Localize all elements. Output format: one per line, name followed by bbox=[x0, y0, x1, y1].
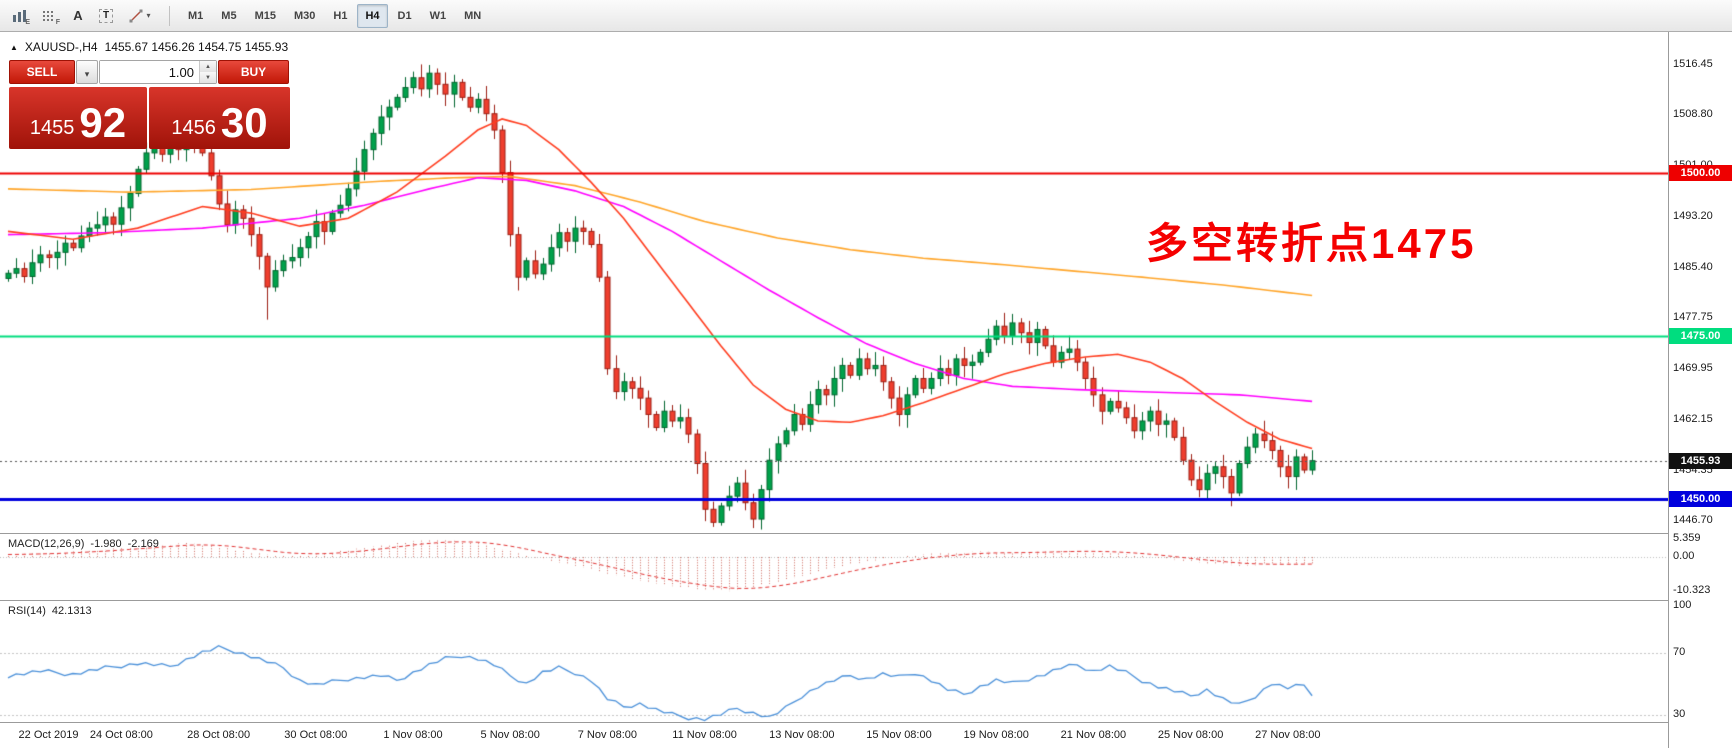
icon-subscript: E bbox=[25, 18, 30, 26]
time-axis-label: 21 Nov 08:00 bbox=[1060, 729, 1127, 741]
time-axis-label: 24 Oct 08:00 bbox=[89, 729, 153, 741]
timeframe-button[interactable]: M5 bbox=[213, 4, 244, 28]
toolbar-separator bbox=[169, 5, 170, 26]
price-axis-label: 1477.75 bbox=[1673, 311, 1713, 324]
timeframe-button[interactable]: M15 bbox=[247, 4, 284, 28]
time-axis-label: 1 Nov 08:00 bbox=[383, 729, 443, 741]
icon-subscript: F bbox=[55, 18, 60, 26]
time-axis-label: 30 Oct 08:00 bbox=[284, 729, 348, 741]
rsi-axis-label: 70 bbox=[1673, 645, 1686, 658]
text-tool-button[interactable]: T bbox=[93, 4, 119, 28]
buy-button[interactable]: BUY bbox=[218, 60, 289, 84]
timeframe-button[interactable]: MN bbox=[456, 4, 489, 28]
one-click-trading-panel: SELL ▾ ▲ ▼ BUY 1455 92 1456 30 bbox=[9, 60, 290, 149]
current-price-badge: 1455.93 bbox=[1669, 452, 1732, 469]
volume-input[interactable] bbox=[100, 61, 199, 83]
toolbar: E F A T ▾ M1 M5 M15 M30 H1 H4 D1 W1 bbox=[0, 0, 1732, 32]
drawing-tools-icon bbox=[129, 9, 143, 22]
price-axis-label: 1516.45 bbox=[1673, 58, 1713, 70]
rsi-indicator-label: RSI(14) 42.1313 bbox=[8, 605, 92, 617]
chevron-down-icon: ▾ bbox=[84, 68, 90, 79]
time-axis[interactable]: 22 Oct 2019 24 Oct 08:00 28 Oct 08:00 30 Oc… bbox=[0, 723, 1668, 748]
macd-panel-canvas[interactable] bbox=[0, 534, 1668, 600]
time-axis-label: 5 Nov 08:00 bbox=[480, 729, 540, 741]
symbol-title: XAUUSD-,H4 bbox=[24, 40, 98, 54]
macd-axis-label: -10.323 bbox=[1673, 584, 1711, 597]
macd-title: MACD(12,26,9) bbox=[8, 538, 85, 550]
time-axis-label: 27 Nov 08:00 bbox=[1255, 729, 1321, 741]
volume-field: ▲ ▼ bbox=[99, 60, 217, 84]
price-scale[interactable]: 1516.451508.801501.001493.201485.401477.… bbox=[1669, 32, 1732, 748]
volume-spinner: ▲ ▼ bbox=[199, 61, 216, 83]
macd-main-value: -1.980 bbox=[90, 538, 122, 550]
timeframe-button[interactable]: H1 bbox=[325, 4, 355, 28]
time-axis-label: 22 Oct 2019 bbox=[18, 729, 79, 741]
panel-divider bbox=[0, 722, 1732, 723]
symbol-ohlc-values: 1455.67 1456.26 1454.75 1455.93 bbox=[104, 40, 289, 54]
ask-price-prefix: 1456 bbox=[171, 117, 216, 139]
indicator-list-button[interactable]: F bbox=[35, 4, 63, 28]
volume-decrement-button[interactable]: ▼ bbox=[200, 72, 216, 83]
indicator-list-icon bbox=[42, 10, 53, 21]
drawing-tools-button[interactable]: ▾ bbox=[121, 4, 159, 28]
hline-price-badge-1500: 1500.00 bbox=[1669, 164, 1732, 181]
chevron-down-icon: ▾ bbox=[146, 11, 151, 20]
time-axis-label: 25 Nov 08:00 bbox=[1157, 729, 1224, 741]
price-scale-separator bbox=[1668, 32, 1669, 748]
symbol-info-bar: ▲ XAUUSD-,H4 1455.67 1456.26 1454.75 145… bbox=[10, 40, 288, 54]
bid-price-big-digits: 92 bbox=[79, 99, 127, 147]
price-axis-label: 1508.80 bbox=[1673, 108, 1713, 121]
time-axis-label: 13 Nov 08:00 bbox=[769, 729, 835, 741]
panel-divider[interactable] bbox=[0, 600, 1732, 601]
timeframe-button[interactable]: D1 bbox=[390, 4, 420, 28]
ask-price-display: 1456 30 bbox=[149, 87, 290, 149]
macd-axis-label: 5.359 bbox=[1673, 532, 1701, 545]
rsi-value: 42.1313 bbox=[51, 605, 92, 617]
price-axis-label: 1446.70 bbox=[1673, 514, 1713, 527]
bar-chart-mode-button[interactable]: E bbox=[5, 4, 33, 28]
timeframe-button[interactable]: M1 bbox=[180, 4, 211, 28]
timeframe-group: M1 M5 M15 M30 H1 H4 D1 W1 MN bbox=[180, 3, 489, 28]
text-tool-icon: T bbox=[98, 8, 114, 23]
rsi-axis-label: 30 bbox=[1673, 707, 1686, 720]
price-axis-label: 1462.15 bbox=[1673, 413, 1713, 425]
timeframe-button[interactable]: M30 bbox=[286, 4, 323, 28]
bar-chart-mode-icon bbox=[12, 9, 26, 22]
bid-price-display: 1455 92 bbox=[9, 87, 147, 149]
price-quote-row: 1455 92 1456 30 bbox=[9, 87, 290, 149]
label-tool-icon: A bbox=[73, 8, 83, 23]
chart-annotation-text[interactable]: 多空转折点1475 bbox=[1146, 220, 1477, 267]
price-axis-label: 1469.95 bbox=[1673, 362, 1713, 375]
time-axis-label: 28 Oct 08:00 bbox=[187, 729, 251, 741]
label-tool-button[interactable]: A bbox=[65, 4, 91, 28]
one-click-toggle-icon[interactable]: ▲ bbox=[10, 42, 18, 52]
hline-price-badge-1475: 1475.00 bbox=[1669, 328, 1732, 344]
macd-axis-label: 0.00 bbox=[1673, 550, 1695, 563]
panel-divider[interactable] bbox=[0, 533, 1732, 534]
bid-price-prefix: 1455 bbox=[29, 117, 75, 139]
timeframe-button[interactable]: W1 bbox=[422, 4, 455, 28]
time-axis-label: 19 Nov 08:00 bbox=[963, 729, 1029, 741]
macd-indicator-label: MACD(12,26,9) -1.980 -2.169 bbox=[8, 538, 159, 550]
volume-dropdown-button[interactable]: ▾ bbox=[76, 60, 98, 84]
macd-signal-value: -2.169 bbox=[127, 538, 159, 550]
rsi-title: RSI(14) bbox=[8, 605, 46, 617]
hline-price-badge-1450: 1450.00 bbox=[1669, 491, 1732, 508]
price-axis-label: 1493.20 bbox=[1673, 210, 1713, 222]
time-axis-label: 11 Nov 08:00 bbox=[672, 729, 737, 741]
volume-increment-button[interactable]: ▲ bbox=[200, 61, 216, 72]
timeframe-button[interactable]: H4 bbox=[357, 3, 388, 28]
ask-price-big-digits: 30 bbox=[220, 99, 268, 147]
sell-button[interactable]: SELL bbox=[9, 60, 75, 84]
rsi-panel-canvas[interactable] bbox=[0, 601, 1668, 722]
trade-controls-row: SELL ▾ ▲ ▼ BUY bbox=[9, 60, 290, 84]
rsi-axis-label: 100 bbox=[1673, 599, 1692, 611]
time-axis-label: 15 Nov 08:00 bbox=[866, 729, 932, 741]
time-axis-label: 7 Nov 08:00 bbox=[577, 729, 638, 741]
price-axis-label: 1485.40 bbox=[1673, 261, 1713, 273]
